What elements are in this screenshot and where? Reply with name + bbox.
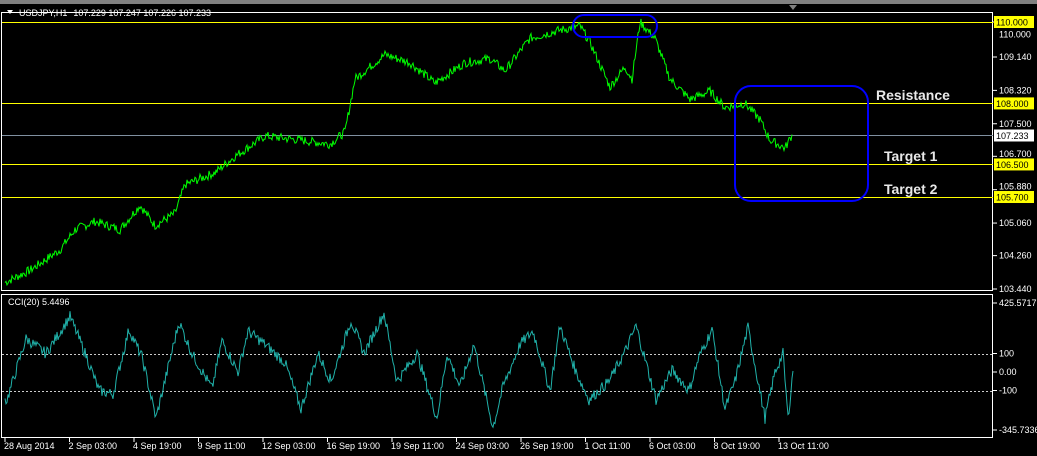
ohlc-values: 107.229 107.247 107.226 107.233 — [73, 8, 211, 18]
y-tick-label: 105.880 — [999, 182, 1032, 192]
x-tick-label: 16 Sep 19:00 — [327, 441, 381, 451]
highlight-box-top — [572, 14, 658, 38]
cci-title: CCI(20) 5.4496 — [8, 297, 70, 307]
level-price-tag — [994, 158, 1034, 171]
x-tick-label: 6 Oct 03:00 — [649, 441, 696, 451]
x-tick-label: 19 Sep 11:00 — [391, 441, 444, 451]
price-series-line — [4, 18, 793, 287]
x-tick-label: 4 Sep 19:00 — [133, 441, 182, 451]
cci-y-tick-label: 425.5717 — [999, 298, 1037, 308]
x-tick-label: 9 Sep 11:00 — [198, 441, 246, 451]
x-tick-label: 24 Sep 03:00 — [456, 441, 510, 451]
x-tick-label: 26 Sep 19:00 — [520, 441, 574, 451]
level-price-label: 106.500 — [996, 160, 1029, 170]
cci-pane-frame — [1, 294, 993, 438]
cci-y-tick-label: 100 — [999, 349, 1014, 359]
y-tick-label: 109.140 — [999, 52, 1032, 62]
x-tick-label: 28 Aug 2014 — [4, 441, 55, 451]
y-tick-label: 107.500 — [999, 119, 1032, 129]
level-price-label: 108.000 — [996, 99, 1029, 109]
y-tick-label: 104.260 — [999, 251, 1032, 261]
y-tick-label: 108.320 — [999, 85, 1032, 95]
cci-y-tick-label: -345.7336 — [999, 425, 1037, 435]
symbol-label: USDJPY,H1 — [19, 8, 67, 18]
y-tick-label: 110.000 — [999, 30, 1031, 40]
level-price-tag — [994, 97, 1034, 110]
target-1-label: Target 1 — [884, 148, 938, 164]
x-tick-label: 1 Oct 11:00 — [585, 441, 631, 451]
cci-series-line — [4, 311, 794, 429]
main-pane-frame — [1, 12, 993, 291]
target-2-label: Target 2 — [884, 181, 938, 197]
collapse-triangle-icon[interactable] — [7, 10, 13, 14]
resistance-label: Resistance — [876, 87, 950, 103]
current-price-tag — [994, 129, 1034, 142]
y-tick-label: 106.700 — [999, 149, 1032, 159]
x-tick-label: 13 Oct 11:00 — [778, 441, 829, 451]
level-price-label: 105.700 — [996, 193, 1029, 203]
x-tick-label: 8 Oct 19:00 — [714, 441, 761, 451]
level-price-tag — [994, 16, 1034, 28]
current-price-label: 107.233 — [996, 131, 1029, 141]
y-tick-label: 103.440 — [999, 284, 1032, 294]
x-tick-label: 12 Sep 03:00 — [262, 441, 316, 451]
level-price-label: 110.000 — [996, 18, 1028, 28]
cci-y-tick-label: -100 — [999, 386, 1017, 396]
cci-y-tick-label: 0.00 — [999, 367, 1017, 377]
highlight-box-target — [734, 85, 869, 202]
x-tick-label: 2 Sep 03:00 — [69, 441, 118, 451]
window-top-border — [0, 0, 1037, 4]
y-tick-label: 105.060 — [999, 218, 1032, 228]
level-price-tag — [994, 191, 1034, 204]
shift-marker-icon[interactable] — [789, 5, 797, 10]
